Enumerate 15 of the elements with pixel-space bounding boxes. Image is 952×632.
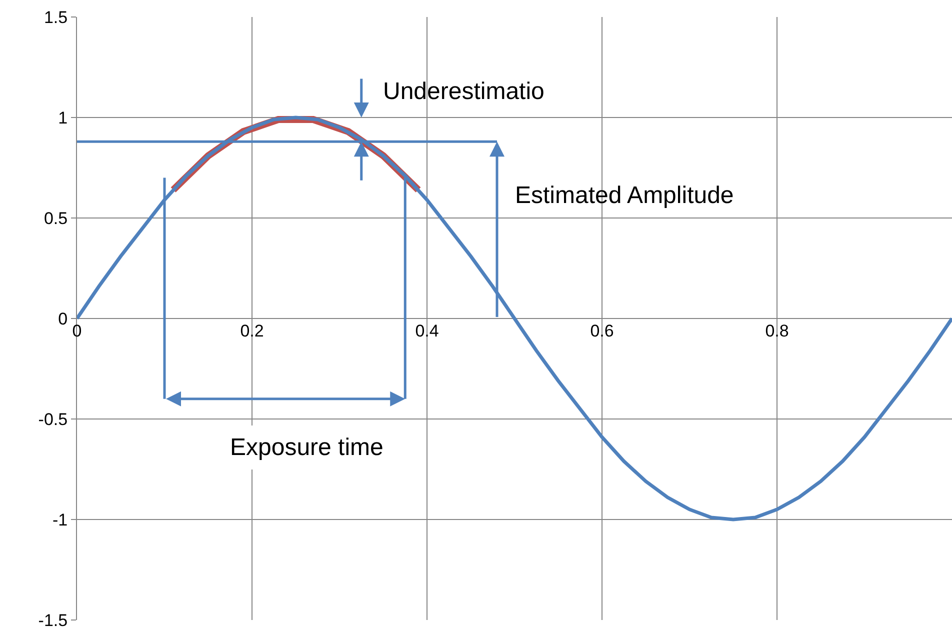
y-tick-label: 0.5	[44, 208, 68, 228]
y-tick-label: -0.5	[38, 410, 68, 429]
y-tick-label: 1.5	[44, 8, 68, 27]
x-tick-label: 0.6	[590, 322, 614, 340]
y-tick-label: 0	[58, 309, 68, 328]
y-tick-label: 1	[58, 108, 68, 128]
y-tick-label: -1	[52, 510, 68, 530]
annotation: Underestimatio	[383, 78, 544, 105]
y-tick-label: -1.5	[38, 610, 68, 630]
x-tick-label: 0.2	[240, 322, 264, 340]
annotation: Estimated Amplitude	[515, 182, 734, 209]
x-tick-label: 0.4	[415, 322, 439, 340]
x-tick-label: 0.8	[765, 322, 789, 340]
x-tick-label: 0	[72, 322, 82, 340]
annotation: Exposure time	[230, 434, 384, 461]
